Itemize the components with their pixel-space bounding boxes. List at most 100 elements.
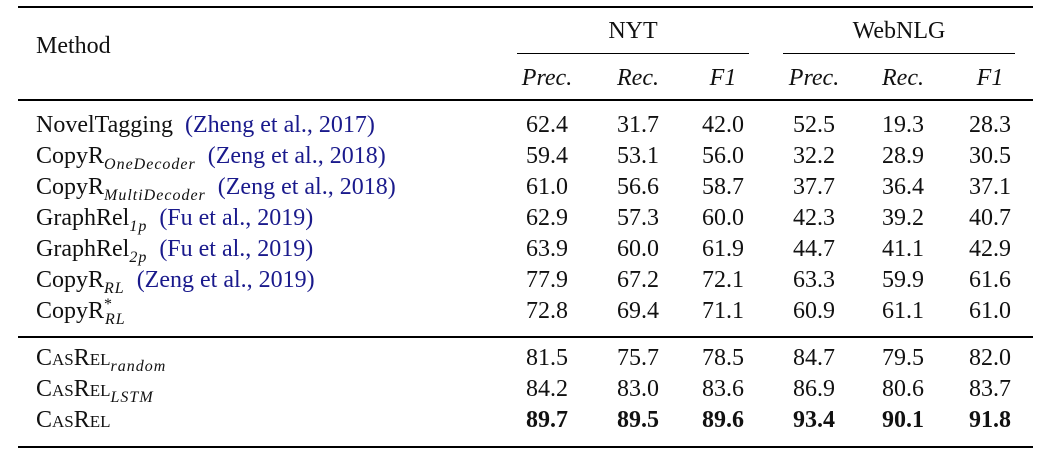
method-subscript: MultiDecoder (104, 187, 206, 204)
score-cell: 93.4 (793, 407, 835, 433)
score-cell: 78.5 (702, 345, 744, 371)
score-cell: 42.0 (702, 112, 744, 138)
column-header: F1 (976, 65, 1004, 91)
group-rule (783, 53, 1015, 54)
column-header: Rec. (617, 65, 659, 91)
score-cell: 91.8 (969, 407, 1011, 433)
score-cell: 42.3 (793, 205, 835, 231)
score-cell: 56.0 (702, 143, 744, 169)
method-name: NovelTagging (36, 112, 173, 138)
method-subscript: OneDecoder (104, 156, 196, 173)
score-cell: 42.9 (969, 236, 1011, 262)
score-cell: 31.7 (617, 112, 659, 138)
score-cell: 37.1 (969, 174, 1011, 200)
method-name: CopyR (36, 267, 105, 293)
score-cell: 89.7 (526, 407, 568, 433)
score-cell: 44.7 (793, 236, 835, 262)
method-cell: NovelTagging (Zheng et al., 2017) (36, 113, 375, 137)
citation: (Zeng et al., 2019) (136, 267, 315, 293)
score-cell: 83.7 (969, 376, 1011, 402)
method-name: GraphRel (36, 205, 130, 231)
score-cell: 58.7 (702, 174, 744, 200)
score-cell: 40.7 (969, 205, 1011, 231)
score-cell: 62.4 (526, 112, 568, 138)
score-cell: 60.0 (702, 205, 744, 231)
score-cell: 82.0 (969, 345, 1011, 371)
score-cell: 63.9 (526, 236, 568, 262)
citation: (Zheng et al., 2017) (184, 112, 375, 138)
method-cell: CopyR*RL (36, 296, 126, 328)
group-rule (517, 53, 749, 54)
score-cell: 41.1 (882, 236, 924, 262)
method-header: Method (36, 33, 111, 59)
group-header: NYT (608, 18, 658, 44)
score-cell: 32.2 (793, 143, 835, 169)
method-cell: CasRelrandom (36, 345, 166, 375)
method-superscript: * (104, 296, 113, 313)
method-cell: CopyROneDecoder (Zeng et al., 2018) (36, 143, 386, 173)
method-cell: CopyRRL (Zeng et al., 2019) (36, 267, 315, 297)
method-cell: CopyRMultiDecoder (Zeng et al., 2018) (36, 174, 396, 204)
column-header: Rec. (882, 65, 924, 91)
method-name: GraphRel (36, 236, 130, 262)
method-cell: GraphRel1p (Fu et al., 2019) (36, 205, 314, 235)
score-cell: 61.0 (969, 298, 1011, 324)
method-subscript: 1p (129, 218, 148, 235)
score-cell: 61.6 (969, 267, 1011, 293)
method-name: CasRel (36, 376, 111, 402)
score-cell: 59.9 (882, 267, 924, 293)
score-cell: 84.7 (793, 345, 835, 371)
score-cell: 90.1 (882, 407, 924, 433)
column-header: Prec. (788, 65, 840, 91)
score-cell: 83.6 (702, 376, 744, 402)
score-cell: 63.3 (793, 267, 835, 293)
score-cell: 60.0 (617, 236, 659, 262)
score-cell: 79.5 (882, 345, 924, 371)
score-cell: 69.4 (617, 298, 659, 324)
score-cell: 61.1 (882, 298, 924, 324)
citation: (Zeng et al., 2018) (217, 174, 396, 200)
score-cell: 60.9 (793, 298, 835, 324)
method-cell: GraphRel2p (Fu et al., 2019) (36, 236, 314, 266)
group-header: WebNLG (852, 18, 946, 44)
method-subscript: random (110, 358, 167, 375)
score-cell: 80.6 (882, 376, 924, 402)
method-subscript: RL (104, 280, 125, 297)
method-name: CasRel (36, 345, 111, 371)
top-rule (18, 6, 1033, 8)
score-cell: 19.3 (882, 112, 924, 138)
score-cell: 28.9 (882, 143, 924, 169)
score-cell: 37.7 (793, 174, 835, 200)
score-cell: 67.2 (617, 267, 659, 293)
score-cell: 56.6 (617, 174, 659, 200)
score-cell: 83.0 (617, 376, 659, 402)
method-name: CopyR (36, 143, 105, 169)
score-cell: 59.4 (526, 143, 568, 169)
score-cell: 75.7 (617, 345, 659, 371)
method-subscript: RL (105, 311, 126, 328)
score-cell: 77.9 (526, 267, 568, 293)
score-cell: 89.5 (617, 407, 659, 433)
citation: (Fu et al., 2019) (159, 236, 314, 262)
score-cell: 89.6 (702, 407, 744, 433)
score-cell: 62.9 (526, 205, 568, 231)
score-cell: 28.3 (969, 112, 1011, 138)
method-cell: CasRel (36, 408, 111, 432)
score-cell: 57.3 (617, 205, 659, 231)
citation: (Zeng et al., 2018) (207, 143, 386, 169)
method-name: CasRel (36, 407, 111, 433)
score-cell: 36.4 (882, 174, 924, 200)
method-subscript: 2p (129, 249, 148, 266)
method-name: CopyR (36, 174, 105, 200)
section-rule (18, 336, 1033, 338)
method-subscript: LSTM (110, 389, 154, 406)
bottom-rule (18, 446, 1033, 448)
method-cell: CasRelLSTM (36, 376, 154, 406)
method-name: CopyR (36, 298, 105, 324)
score-cell: 30.5 (969, 143, 1011, 169)
score-cell: 72.8 (526, 298, 568, 324)
citation: (Fu et al., 2019) (159, 205, 314, 231)
column-header: F1 (709, 65, 737, 91)
score-cell: 52.5 (793, 112, 835, 138)
